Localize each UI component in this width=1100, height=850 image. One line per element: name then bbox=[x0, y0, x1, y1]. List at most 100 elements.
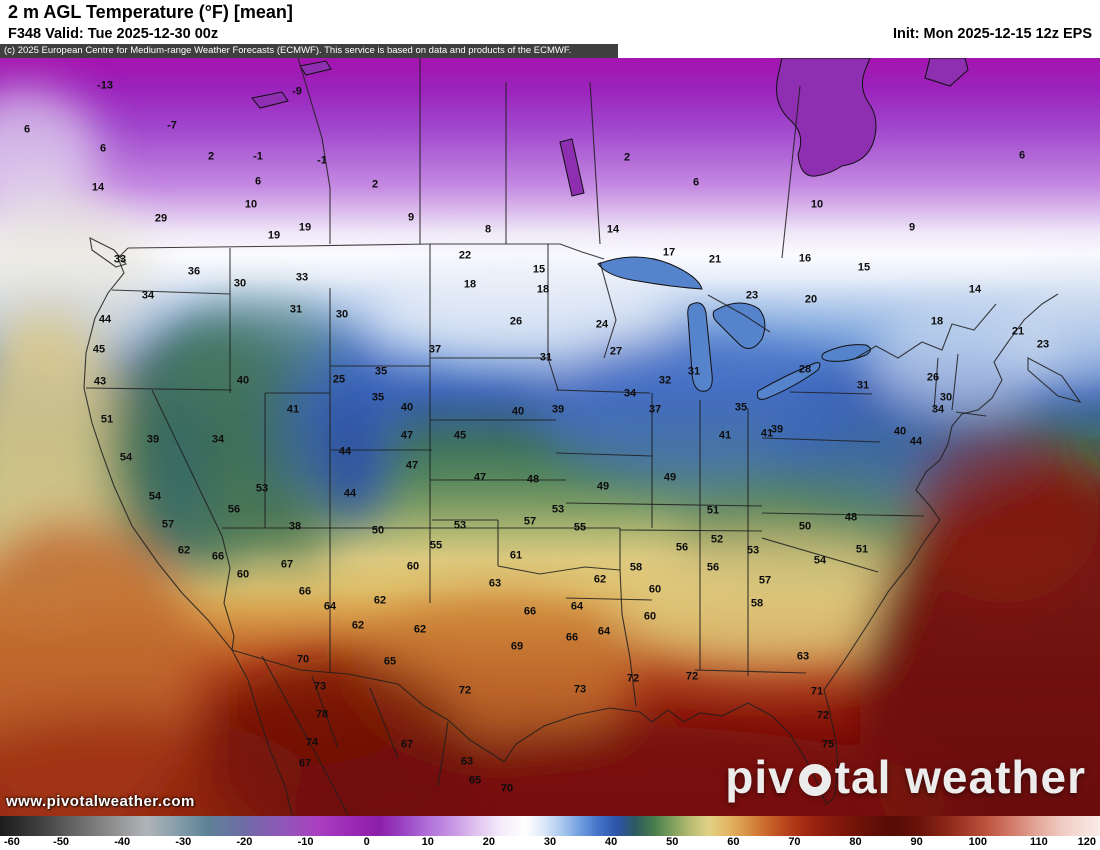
colorbar-ticks: -60 -50 -40 -30 -20 -10 0 10 20 30 40 50 60 70 80 90 100… bbox=[0, 836, 1100, 850]
temp-label: 33 bbox=[113, 253, 127, 266]
temp-label: 47 bbox=[405, 459, 419, 472]
northern-water-shape bbox=[924, 58, 969, 87]
border-line bbox=[497, 565, 621, 575]
temperature-field-map bbox=[0, 58, 1100, 816]
temp-label: 66 bbox=[523, 605, 537, 618]
border-line bbox=[599, 261, 617, 359]
border-line bbox=[619, 529, 763, 532]
temp-label: 71 bbox=[810, 685, 824, 698]
border-line bbox=[855, 303, 997, 359]
temp-label: 57 bbox=[758, 574, 772, 587]
temp-label: 23 bbox=[1036, 338, 1050, 351]
temp-label: 66 bbox=[298, 585, 312, 598]
temp-label: 39 bbox=[770, 423, 784, 436]
border-line bbox=[761, 512, 925, 517]
northern-water-shape bbox=[299, 60, 332, 76]
temp-label: 56 bbox=[675, 541, 689, 554]
watermark: www.pivotalweather.com bbox=[6, 793, 195, 810]
temp-label: 57 bbox=[523, 515, 537, 528]
ecmwf-copyright-bar: (c) 2025 European Centre for Medium-rang… bbox=[0, 44, 618, 58]
temp-label: 31 bbox=[539, 351, 553, 364]
colorbar-tick: -60 bbox=[4, 836, 20, 848]
colorbar-tick: 90 bbox=[910, 836, 923, 848]
map-area: -13 -9 -7 6 6 2 -1 -1 2 6 6 2 14 6 10 10 29 9 19 19 8 14 9 17 21… bbox=[0, 58, 1100, 816]
temp-label: 48 bbox=[844, 511, 858, 524]
init-time: Init: Mon 2025-12-15 12z EPS bbox=[892, 26, 1092, 42]
temp-label: 60 bbox=[236, 568, 250, 581]
temp-label: 54 bbox=[119, 451, 133, 464]
colorbar-gradient bbox=[0, 816, 1100, 836]
temp-label: 30 bbox=[939, 391, 953, 404]
border-line bbox=[1027, 357, 1082, 403]
copyright-text: (c) 2025 European Centre for Medium-rang… bbox=[4, 45, 572, 56]
temp-label: 35 bbox=[734, 401, 748, 414]
temp-label: 51 bbox=[706, 504, 720, 517]
temp-label: 58 bbox=[750, 597, 764, 610]
temp-label: 65 bbox=[468, 774, 482, 787]
temp-label: 73 bbox=[313, 680, 327, 693]
temp-label: 62 bbox=[593, 573, 607, 586]
temp-label: 23 bbox=[745, 289, 759, 302]
temp-label: 47 bbox=[473, 471, 487, 484]
temp-label: 51 bbox=[100, 413, 114, 426]
temp-label: 47 bbox=[400, 429, 414, 442]
temp-label: 10 bbox=[244, 198, 258, 211]
colorbar-tick: 0 bbox=[363, 836, 370, 848]
temp-label: 54 bbox=[813, 554, 827, 567]
temp-label: 14 bbox=[91, 181, 105, 194]
border-line bbox=[555, 389, 651, 394]
temp-label: 34 bbox=[141, 289, 155, 302]
temp-label: 66 bbox=[565, 631, 579, 644]
lake-shape bbox=[756, 362, 821, 400]
temp-label: 67 bbox=[400, 738, 414, 751]
temp-label: 43 bbox=[93, 375, 107, 388]
map-title: 2 m AGL Temperature (°F) [mean] bbox=[8, 2, 293, 22]
temp-label: 6 bbox=[99, 142, 107, 155]
temp-label: 20 bbox=[804, 293, 818, 306]
temp-label: 64 bbox=[570, 600, 584, 613]
temp-label: 8 bbox=[484, 223, 492, 236]
border-line bbox=[127, 243, 605, 260]
temp-label: 31 bbox=[856, 379, 870, 392]
colorbar-tick: 120 bbox=[1077, 836, 1096, 848]
logo-o-icon bbox=[798, 764, 831, 796]
great-lakes bbox=[597, 256, 871, 400]
temp-label: 30 bbox=[335, 308, 349, 321]
temp-label: 63 bbox=[796, 650, 810, 663]
temp-label: 36 bbox=[187, 265, 201, 278]
logo-text-tal-weather: tal weather bbox=[834, 751, 1086, 803]
temp-label: 21 bbox=[1011, 325, 1025, 338]
temp-label: -1 bbox=[317, 154, 327, 167]
temp-label: -9 bbox=[292, 85, 302, 98]
border-line bbox=[503, 293, 1059, 805]
temp-label: 53 bbox=[746, 544, 760, 557]
temp-label: 29 bbox=[154, 212, 168, 225]
temp-label: 55 bbox=[573, 521, 587, 534]
temp-label: 14 bbox=[968, 283, 982, 296]
temp-label: 44 bbox=[338, 445, 352, 458]
border-line bbox=[781, 85, 801, 259]
temp-label: 72 bbox=[816, 709, 830, 722]
temp-label: 72 bbox=[458, 684, 472, 697]
colorbar-tick: -10 bbox=[297, 836, 314, 848]
temp-label: 44 bbox=[909, 435, 923, 448]
temp-label: 38 bbox=[288, 520, 302, 533]
temp-label: 41 bbox=[760, 427, 774, 440]
temp-label: 54 bbox=[148, 490, 162, 503]
temp-label: 67 bbox=[280, 558, 294, 571]
border-line bbox=[83, 247, 293, 816]
temp-label: 53 bbox=[255, 482, 269, 495]
temp-label: 27 bbox=[609, 345, 623, 358]
temp-label: 34 bbox=[623, 387, 637, 400]
border-line bbox=[369, 687, 399, 759]
border-line bbox=[955, 411, 987, 417]
temp-label: 62 bbox=[413, 623, 427, 636]
colorbar-tick: -50 bbox=[53, 836, 70, 848]
northern-water-shape bbox=[559, 138, 585, 197]
temp-label: 17 bbox=[662, 246, 676, 259]
temp-label: 57 bbox=[161, 518, 175, 531]
temp-label: 78 bbox=[315, 708, 329, 721]
border-line bbox=[951, 353, 959, 411]
border-line bbox=[231, 649, 505, 763]
